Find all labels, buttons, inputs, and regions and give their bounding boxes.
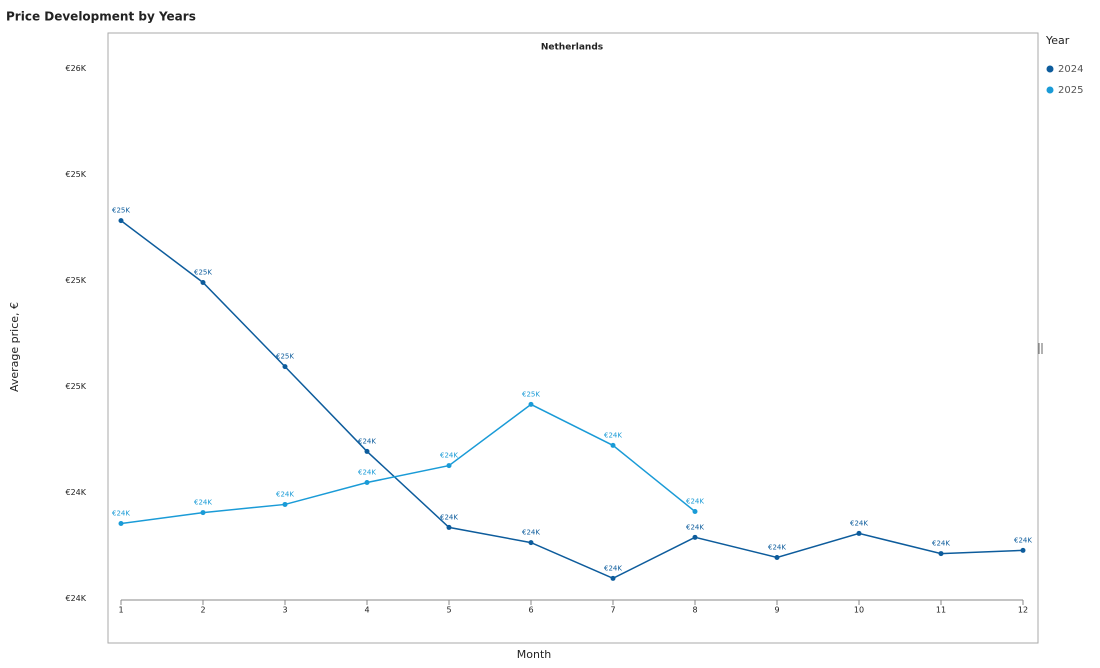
legend-marker — [1046, 65, 1054, 73]
data-label: €24K — [358, 437, 376, 445]
x-tick-label: 6 — [528, 606, 533, 615]
data-label: €24K — [686, 523, 704, 531]
series-line — [120, 220, 1024, 580]
data-point — [692, 534, 698, 540]
data-label: €24K — [604, 564, 622, 572]
data-point — [118, 218, 124, 224]
data-point — [118, 521, 124, 527]
data-label: €25K — [194, 268, 212, 276]
data-point — [610, 575, 616, 581]
data-point — [364, 480, 370, 486]
y-axis-label: Average price, € — [8, 302, 21, 392]
data-point — [774, 554, 780, 560]
legend-label: 2025 — [1058, 85, 1083, 96]
data-label: €24K — [522, 529, 540, 537]
legend-label: 2024 — [1058, 64, 1083, 75]
data-label: €24K — [1014, 536, 1032, 544]
data-point — [692, 509, 698, 515]
data-label: €24K — [604, 431, 622, 439]
data-label: €24K — [768, 543, 786, 551]
y-tick-label: €25K — [65, 170, 86, 179]
data-label: €25K — [112, 207, 130, 215]
data-point — [446, 463, 452, 469]
data-label: €24K — [686, 498, 704, 506]
facet-title: Netherlands — [541, 43, 603, 53]
data-point — [200, 279, 206, 285]
x-tick-label: 9 — [774, 606, 779, 615]
legend-marker — [1046, 86, 1054, 94]
y-tick-label: €24K — [65, 594, 86, 603]
x-axis-label: Month — [517, 648, 552, 661]
x-tick-label: 11 — [936, 606, 946, 615]
data-label: €24K — [440, 452, 458, 460]
data-point — [1020, 547, 1026, 553]
chart-title: Price Development by Years — [6, 10, 196, 24]
data-label: €25K — [276, 353, 294, 361]
x-tick-label: 12 — [1018, 606, 1028, 615]
data-point — [282, 364, 288, 370]
series-line — [120, 403, 696, 525]
x-tick-label: 4 — [364, 606, 369, 615]
legend-title: Year — [1045, 34, 1070, 47]
y-tick-label: €25K — [65, 382, 86, 391]
data-point — [938, 551, 944, 557]
y-tick-label: €26K — [65, 64, 86, 73]
data-label: €24K — [850, 519, 868, 527]
data-label: €24K — [358, 469, 376, 477]
y-tick-label: €25K — [65, 276, 86, 285]
x-tick-label: 2 — [200, 606, 205, 615]
x-tick-label: 1 — [118, 606, 123, 615]
x-tick-label: 3 — [282, 606, 287, 615]
data-point — [282, 501, 288, 507]
data-point — [610, 442, 616, 448]
data-label: €24K — [194, 499, 212, 507]
data-label: €24K — [276, 490, 294, 498]
data-point — [856, 530, 862, 536]
data-point — [200, 510, 206, 516]
x-tick-label: 7 — [610, 606, 615, 615]
x-tick-label: 8 — [692, 606, 697, 615]
x-tick-label: 5 — [446, 606, 451, 615]
data-point — [446, 524, 452, 530]
data-label: €24K — [932, 540, 950, 548]
data-label: €25K — [522, 390, 540, 398]
data-label: €24K — [112, 510, 130, 518]
plot-frame — [107, 32, 1039, 644]
x-tick-label: 10 — [854, 606, 864, 615]
y-tick-label: €24K — [65, 488, 86, 497]
data-point — [364, 448, 370, 454]
data-point — [528, 401, 534, 407]
data-point — [528, 540, 534, 546]
data-label: €24K — [440, 513, 458, 521]
